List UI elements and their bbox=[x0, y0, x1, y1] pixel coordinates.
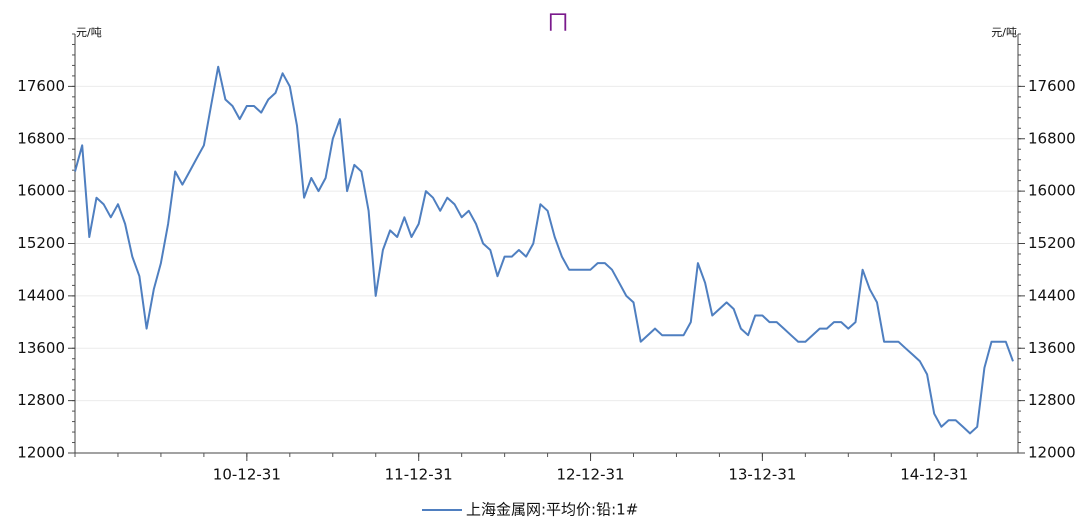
x-tick-label: 14-12-31 bbox=[900, 466, 968, 484]
x-tick-label: 13-12-31 bbox=[728, 466, 796, 484]
y2-tick-label: 12800 bbox=[1028, 391, 1076, 409]
y-unit: 元/吨 bbox=[76, 26, 102, 39]
y-tick-label: 16000 bbox=[17, 182, 65, 200]
y2-unit: 元/吨 bbox=[991, 26, 1017, 39]
y-tick-label: 12000 bbox=[17, 444, 65, 462]
y-tick-label: 14400 bbox=[17, 286, 65, 304]
x-tick-label: 10-12-31 bbox=[213, 466, 281, 484]
x-tick-label: 12-12-31 bbox=[556, 466, 624, 484]
y2-tick-label: 14400 bbox=[1028, 286, 1076, 304]
y2-tick-label: 16800 bbox=[1028, 129, 1076, 147]
y2-tick-label: 13600 bbox=[1028, 339, 1076, 357]
y-tick-label: 15200 bbox=[17, 234, 65, 252]
y-tick-label: 16800 bbox=[17, 129, 65, 147]
x-tick-label: 11-12-31 bbox=[385, 466, 453, 484]
y-tick-label: 17600 bbox=[17, 77, 65, 95]
y-tick-label: 13600 bbox=[17, 339, 65, 357]
legend-label: 上海金属网:平均价:铅:1# bbox=[466, 501, 638, 519]
chart-title: ㄇ bbox=[547, 11, 569, 36]
y-tick-label: 12800 bbox=[17, 391, 65, 409]
y2-tick-label: 16000 bbox=[1028, 182, 1076, 200]
y2-tick-label: 17600 bbox=[1028, 77, 1076, 95]
series-line bbox=[74, 65, 1014, 435]
y2-tick-label: 12000 bbox=[1028, 444, 1076, 462]
y2-tick-label: 15200 bbox=[1028, 234, 1076, 252]
